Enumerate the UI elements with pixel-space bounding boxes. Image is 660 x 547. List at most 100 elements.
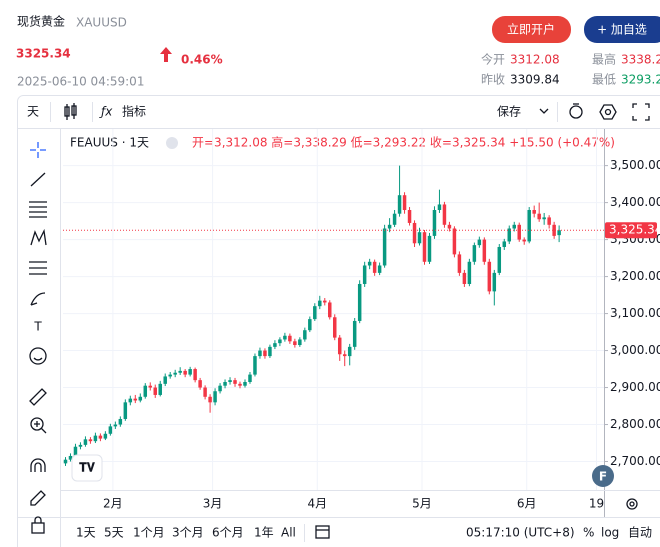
candle-body bbox=[397, 195, 402, 214]
candle-body bbox=[492, 272, 497, 292]
candle-body bbox=[442, 204, 447, 225]
percent-toggle[interactable]: % bbox=[583, 526, 594, 540]
y-tick-label: 3,400.00 bbox=[610, 195, 660, 209]
candle-body bbox=[357, 283, 362, 321]
candle-body bbox=[118, 418, 123, 425]
save-button[interactable]: 保存 bbox=[497, 105, 521, 119]
range-button[interactable]: 5天 bbox=[104, 526, 124, 540]
range-button[interactable]: 1年 bbox=[254, 526, 274, 540]
candle-body bbox=[427, 235, 432, 262]
open-account-label[interactable]: 立即开户 bbox=[507, 22, 555, 37]
candle-body bbox=[138, 396, 143, 401]
range-button[interactable]: 3个月 bbox=[172, 526, 204, 540]
plot: 3,500.003,400.003,300.003,200.003,100.00… bbox=[63, 129, 660, 511]
chart-type-button[interactable] bbox=[64, 103, 77, 120]
candle-body bbox=[487, 261, 492, 292]
candle-body bbox=[547, 217, 551, 225]
candle-body bbox=[228, 380, 232, 382]
candle-body bbox=[323, 300, 327, 303]
stat-value: 3309.84 bbox=[510, 73, 560, 87]
candle-body bbox=[318, 300, 322, 307]
open-account-button[interactable] bbox=[492, 16, 571, 43]
candle-body bbox=[367, 261, 372, 266]
range-button[interactable]: 1个月 bbox=[133, 526, 165, 540]
candle-body bbox=[283, 335, 287, 340]
candle-body bbox=[73, 446, 78, 456]
candle-body bbox=[123, 402, 128, 419]
range-button[interactable]: 1天 bbox=[76, 526, 96, 540]
ruler-tool[interactable] bbox=[29, 388, 47, 406]
price: 3325.34 bbox=[16, 47, 71, 61]
candle-body bbox=[432, 210, 437, 236]
lock-tool[interactable] bbox=[31, 516, 45, 534]
log-toggle[interactable]: log bbox=[601, 526, 619, 540]
y-tick-label: 3,200.00 bbox=[610, 269, 660, 283]
watchlist-label[interactable]: + 加自选 bbox=[597, 23, 647, 37]
candle-body bbox=[467, 261, 472, 284]
candle-body bbox=[288, 335, 292, 342]
candle-body bbox=[163, 376, 167, 384]
logo bbox=[71, 454, 103, 482]
axis-settings[interactable] bbox=[626, 498, 638, 510]
candle-body bbox=[103, 433, 108, 439]
candle-body bbox=[143, 385, 148, 397]
legend-ohlc: 开=3,312.08 高=3,338.29 低=3,293.22 收=3,325… bbox=[192, 135, 615, 150]
interval-button[interactable]: 天 bbox=[27, 105, 39, 119]
fx-icon[interactable]: ƒx bbox=[99, 105, 113, 119]
last-price-box bbox=[605, 222, 657, 239]
candle-body bbox=[193, 369, 197, 381]
candle-body bbox=[527, 210, 531, 242]
candle-body bbox=[208, 396, 212, 403]
range-button[interactable]: All bbox=[281, 526, 296, 540]
candle-body bbox=[238, 383, 242, 386]
candle-body bbox=[158, 383, 162, 395]
candle-body bbox=[188, 369, 192, 375]
candle-body bbox=[552, 224, 556, 236]
projection-tool[interactable] bbox=[29, 261, 47, 275]
candle-body bbox=[497, 246, 502, 273]
timestamp: 2025-06-10 04:59:01 bbox=[17, 75, 144, 89]
emoji-tool[interactable] bbox=[29, 347, 47, 365]
alert-button[interactable] bbox=[569, 103, 583, 119]
candle-body bbox=[382, 228, 387, 266]
x-tick-label: 6月 bbox=[517, 497, 537, 511]
x-tick-label: 3月 bbox=[203, 497, 223, 511]
settings-button[interactable] bbox=[599, 104, 617, 120]
pattern-tool[interactable] bbox=[30, 228, 47, 246]
range-button[interactable]: 6个月 bbox=[212, 526, 244, 540]
magnet-tool[interactable] bbox=[30, 458, 46, 472]
trendline-tool[interactable] bbox=[30, 172, 46, 187]
fib-tool[interactable] bbox=[29, 201, 47, 218]
auto-toggle[interactable]: 自动 bbox=[628, 526, 652, 540]
zoom-tool[interactable] bbox=[30, 417, 47, 434]
candle-body bbox=[557, 230, 561, 236]
candle-body bbox=[128, 398, 133, 403]
candle-body bbox=[63, 459, 68, 464]
up-arrow bbox=[160, 47, 172, 62]
brush-tool[interactable] bbox=[30, 292, 46, 306]
watchlist-button[interactable] bbox=[584, 16, 660, 43]
candle-body bbox=[328, 302, 332, 318]
indicators-button[interactable]: 指标 bbox=[122, 104, 146, 119]
candle-body bbox=[422, 232, 427, 262]
candle-body bbox=[462, 272, 467, 284]
legend-collapse[interactable] bbox=[166, 137, 178, 149]
candle-body bbox=[482, 239, 487, 262]
candle-body bbox=[472, 245, 477, 262]
save-dropdown[interactable] bbox=[539, 108, 549, 114]
clock: 05:17:10 (UTC+8) bbox=[466, 526, 575, 540]
candle-body bbox=[183, 370, 187, 375]
goto-date-button[interactable] bbox=[315, 525, 330, 539]
candle-body bbox=[248, 374, 252, 382]
f-badge[interactable] bbox=[592, 465, 614, 487]
candle-body bbox=[243, 381, 247, 386]
candle-body bbox=[342, 354, 347, 357]
text-tool[interactable]: T bbox=[33, 320, 42, 334]
fullscreen-button[interactable] bbox=[632, 103, 650, 121]
f-badge-label[interactable]: F bbox=[599, 470, 607, 484]
candle-body bbox=[392, 213, 397, 225]
lock-drawing-tool[interactable] bbox=[30, 490, 46, 506]
crosshair-tool[interactable] bbox=[30, 142, 46, 158]
stat-label: 昨收 bbox=[481, 73, 505, 87]
